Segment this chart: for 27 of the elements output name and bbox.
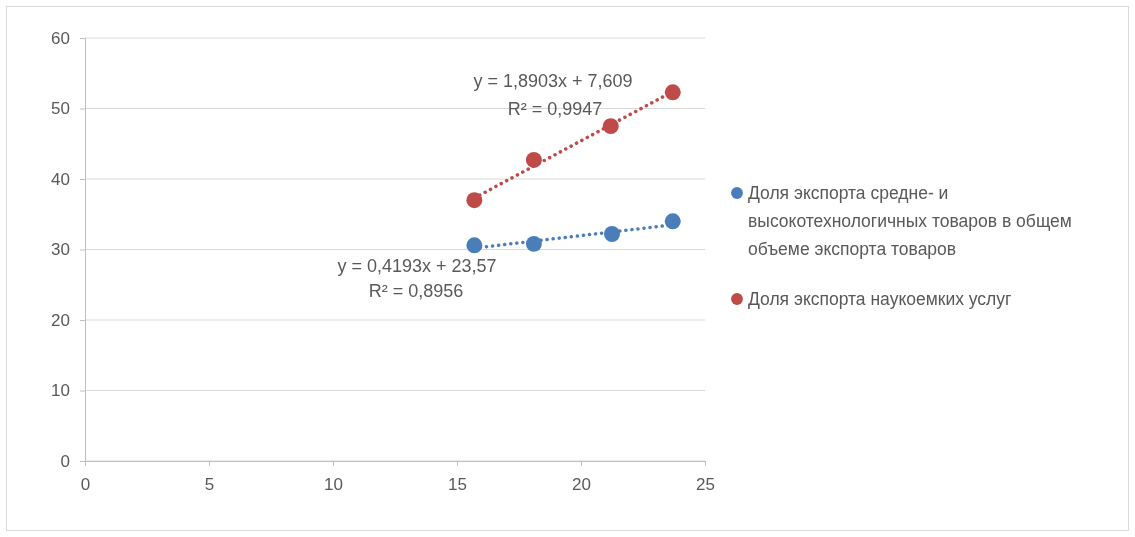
x-tick-label: 15 [448, 475, 467, 495]
point [525, 152, 542, 168]
point [466, 237, 483, 254]
point [664, 213, 681, 230]
y-tick-label: 10 [51, 381, 70, 401]
y-tick-label: 0 [60, 451, 70, 471]
x-tick-label: 5 [204, 475, 215, 495]
point [602, 118, 619, 135]
annotation: y = 1,8903x + 7,609 [473, 71, 633, 91]
y-tick-label: 60 [51, 28, 70, 48]
x-tick-label: 10 [324, 475, 343, 495]
y-tick-label: 20 [51, 310, 70, 330]
x-tick-label: 25 [696, 475, 715, 495]
x-tick-label: 20 [572, 475, 591, 495]
point [466, 192, 483, 209]
x-tick-label: 0 [80, 475, 91, 495]
annotation: R² = 0,8956 [368, 281, 464, 301]
point [525, 235, 542, 252]
annotation: R² = 0,9947 [507, 99, 603, 119]
annotation: y = 0,4193x + 23,57 [337, 256, 497, 276]
point [604, 226, 620, 242]
y-tick-label: 40 [51, 169, 70, 189]
legend-label: Доля экспорта средне- и высокотехнологичных товаров в общем объеме экспорта товаров [748, 183, 1072, 259]
y-tick-label: 30 [51, 240, 70, 260]
legend-label: Доля экспорта наукоемких услуг [748, 289, 1012, 309]
y-tick-label: 50 [51, 99, 70, 119]
point [664, 84, 681, 101]
